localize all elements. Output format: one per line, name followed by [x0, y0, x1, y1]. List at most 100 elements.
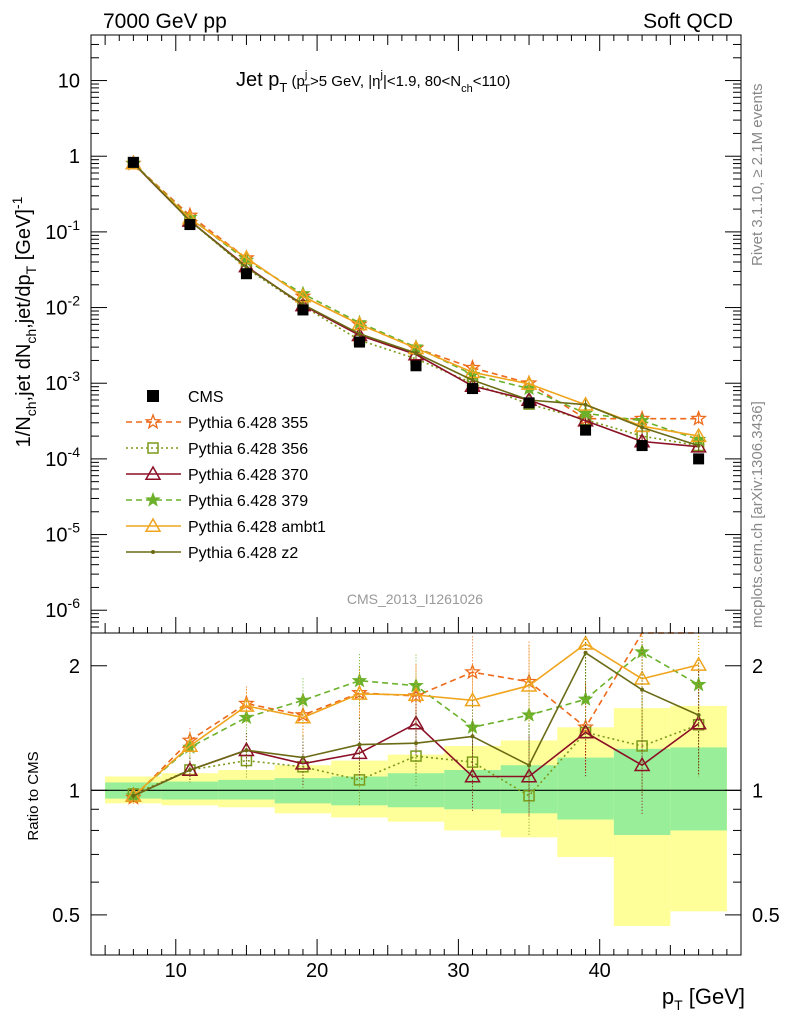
legend: CMS Pythia 6.428 355 Pythia 6.428 356 Pythi… — [126, 389, 326, 562]
legend-marker — [145, 491, 161, 507]
ratio-series-point — [577, 723, 594, 739]
main-y-tick-label: 10-5 — [45, 520, 80, 547]
main-series-point — [640, 425, 645, 430]
data-point — [523, 397, 535, 409]
data-point — [467, 383, 479, 395]
data-point — [693, 453, 705, 465]
data-point — [636, 440, 648, 452]
main-series-point — [690, 409, 708, 426]
main-y-axis-label: 1/Nch,jet dNch,jet/dpT [GeV]-1 — [9, 196, 39, 447]
legend-label: Pythia 6.428 ambt1 — [188, 519, 326, 536]
legend-label: Pythia 6.428 379 — [188, 493, 308, 510]
x-tick-label: 30 — [447, 960, 469, 982]
ratio-y-tick-label-right: 0.5 — [752, 905, 780, 927]
ratio-series-point — [520, 767, 538, 783]
data-point — [580, 424, 592, 436]
ratio-series-line — [132, 642, 699, 797]
ratio-series-point — [294, 708, 312, 724]
ratio-y-tick-label: 2 — [69, 656, 80, 678]
main-series-line — [132, 163, 699, 441]
ratio-series-point — [577, 691, 594, 706]
main-data-points — [127, 156, 705, 465]
ratio-series-line — [133, 724, 699, 797]
main-y-tick-label: 10-1 — [45, 217, 80, 244]
main-chart-title: Jet pT (pj T>5 GeV, |ηj|<1.9, 80<Nch<110) — [236, 69, 510, 95]
ratio-series-point — [696, 713, 701, 718]
legend-label: CMS — [188, 389, 224, 406]
main-series-line — [132, 163, 699, 420]
main-series — [131, 158, 701, 451]
ratio-series-point — [577, 635, 594, 650]
ratio-series-point — [464, 767, 481, 783]
ratio-series-point — [187, 767, 192, 772]
ratio-series-point — [300, 755, 305, 760]
legend-label: Pythia 6.428 370 — [188, 467, 308, 484]
main-y-tick-label: 10-6 — [45, 595, 80, 622]
ratio-series-point — [520, 677, 538, 692]
data-point — [353, 336, 365, 348]
main-y-tick-label: 1 — [69, 146, 80, 168]
ratio-series-point — [690, 656, 707, 671]
ratio-series-point — [470, 734, 475, 739]
ratio-y-tick-label-right: 2 — [752, 656, 763, 678]
mcplots-label: mcplots.cern.ch [arXiv:1306.3436] — [749, 401, 766, 628]
ratio-series-point — [640, 687, 645, 692]
ratio-series-point — [527, 763, 532, 768]
main-y-tick-label: 10 — [58, 71, 80, 93]
main-y-tick-label: 10-4 — [45, 444, 80, 471]
legend-label: Pythia 6.428 355 — [188, 415, 308, 432]
data-point — [127, 156, 139, 168]
main-series-point — [690, 438, 707, 453]
main-chart-layer — [124, 154, 708, 465]
main-series-point — [470, 378, 475, 383]
ratio-series-point — [464, 691, 481, 707]
legend-entry: Pythia 6.428 370 — [126, 465, 308, 484]
main-series-point — [357, 331, 362, 336]
legend-marker — [147, 390, 159, 402]
ratio-series-point — [295, 692, 311, 707]
ratio-y-tick-label: 0.5 — [52, 905, 80, 927]
ratio-series-point — [583, 650, 588, 655]
ratio-band-inner-bin — [218, 779, 275, 800]
ratio-series-point — [414, 741, 418, 746]
energy-label: 7000 GeV pp — [103, 10, 227, 33]
legend-marker — [147, 442, 159, 454]
ratio-y-axis-label: Ratio to CMS — [25, 751, 42, 840]
main-series — [125, 155, 707, 453]
ratio-series-point — [351, 685, 368, 700]
legend-entry: Pythia 6.428 355 — [126, 413, 308, 432]
legend-marker — [144, 413, 162, 430]
legend-entry: Pythia 6.428 379 — [126, 491, 308, 510]
ratio-y-tick-label: 1 — [69, 780, 80, 802]
legend-entry: Pythia 6.428 356 — [126, 441, 308, 458]
main-series-point — [414, 351, 418, 356]
main-y-tick-label: 10-2 — [45, 293, 80, 320]
ratio-series-point — [131, 793, 136, 798]
ratio-y-tick-label-right: 1 — [752, 780, 763, 802]
rivet-label: Rivet 3.1.10, ≥ 2.1M events — [749, 84, 766, 267]
x-tick-label: 10 — [165, 960, 187, 982]
legend-label: Pythia 6.428 z2 — [188, 545, 298, 562]
legend-entry: Pythia 6.428 ambt1 — [126, 517, 326, 536]
category-label: Soft QCD — [643, 10, 733, 33]
ratio-uncertainty-bands — [91, 705, 741, 927]
x-tick-label: 20 — [306, 960, 328, 982]
main-frame — [90, 34, 742, 634]
legend-marker — [144, 517, 162, 532]
ratio-series-point — [238, 697, 255, 712]
ratio-series-point — [238, 709, 255, 725]
main-y-tick-label: 10-3 — [45, 368, 80, 395]
main-series-point — [520, 375, 538, 390]
ratio-series-point — [464, 719, 481, 734]
ratio-series-point — [357, 742, 362, 747]
ratio-series-point — [353, 774, 366, 786]
ratio-series-point — [351, 684, 368, 700]
x-tick-label: 40 — [589, 960, 611, 982]
main-series-point — [583, 402, 588, 407]
legend-marker — [151, 550, 155, 554]
legend-label: Pythia 6.428 356 — [188, 441, 308, 458]
x-axis-label: pT [GeV] — [662, 984, 745, 1013]
ratio-series-point — [244, 748, 249, 753]
ratio-chart-layer — [124, 632, 707, 836]
